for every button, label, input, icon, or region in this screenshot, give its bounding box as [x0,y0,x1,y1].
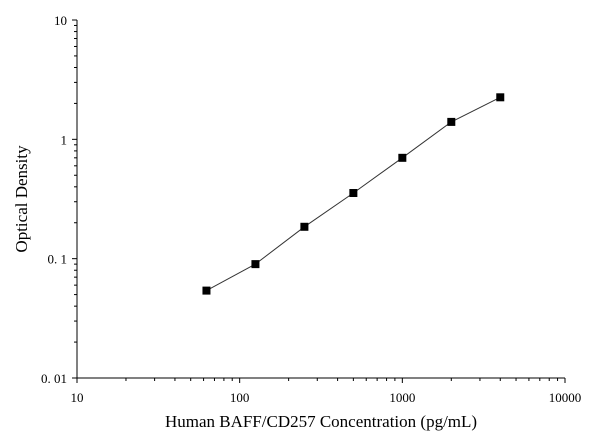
x-tick-label: 10 [71,390,84,405]
ticks: 10 100 1000 10000 0. 01 0. 1 1 10 [41,13,581,405]
x-tick-label: 10000 [549,390,582,405]
y-tick-label: 0. 1 [48,252,68,267]
data-point [349,189,358,198]
y-tick-label: 1 [61,132,68,147]
data-point [251,260,260,269]
y-axis-title: Optical Density [12,145,31,253]
data-point [398,153,407,162]
data-point [202,286,211,295]
data-point [447,117,456,126]
data-point [300,222,309,231]
axes [76,20,565,379]
x-tick-label: 100 [230,390,250,405]
y-tick-label: 10 [54,13,67,28]
x-axis-title: Human BAFF/CD257 Concentration (pg/mL) [165,412,477,431]
data-point [496,93,505,102]
data-points [202,93,505,295]
y-tick-label: 0. 01 [41,371,67,386]
x-tick-label: 1000 [389,390,415,405]
